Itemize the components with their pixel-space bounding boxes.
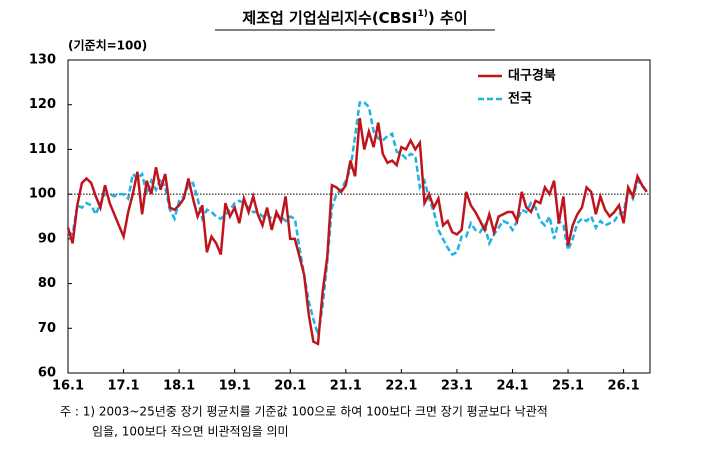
x-tick-label: 25.1 [552,379,584,394]
y-tick-label: 60 [38,366,56,381]
x-tick-label: 17.1 [108,379,140,394]
y-tick-label: 130 [29,53,56,68]
note: 주 : 1) 2003~25년중 장기 평균치를 기준값 100으로 하여 10… [60,405,548,419]
title-sup: 1) [418,9,428,19]
y-tick-label: 80 [38,276,56,291]
y-tick-label: 70 [38,321,56,336]
note: 임을, 100보다 작으면 비관적임을 의미 [92,425,289,439]
y-tick-label: 120 [29,97,56,112]
x-tick-label: 26.1 [608,379,640,394]
x-tick-label: 22.1 [385,379,417,394]
title-end: ) 추이 [428,9,468,27]
x-tick-label: 24.1 [496,379,528,394]
x-tick-label: 23.1 [441,379,473,394]
x-tick-label: 20.1 [274,379,306,394]
legend-label: 대구경북 [508,68,556,84]
title-main: 제조업 기업심리지수(CBSI [242,9,417,27]
x-tick-label: 16.1 [52,379,84,394]
x-tick-label: 19.1 [219,379,251,394]
y-tick-label: 100 [29,187,56,202]
chart-title: 제조업 기업심리지수(CBSI1)) 추이 [242,9,467,27]
series-line [66,117,648,346]
legend-label: 전국 [508,91,532,107]
y-axis-label: (기준치=100) [68,38,147,53]
y-tick-label: 110 [29,142,56,157]
plot-frame [67,59,651,374]
series-line [67,101,648,336]
x-tick-label: 21.1 [330,379,362,394]
x-tick-label: 18.1 [163,379,195,394]
y-tick-label: 90 [38,231,56,246]
